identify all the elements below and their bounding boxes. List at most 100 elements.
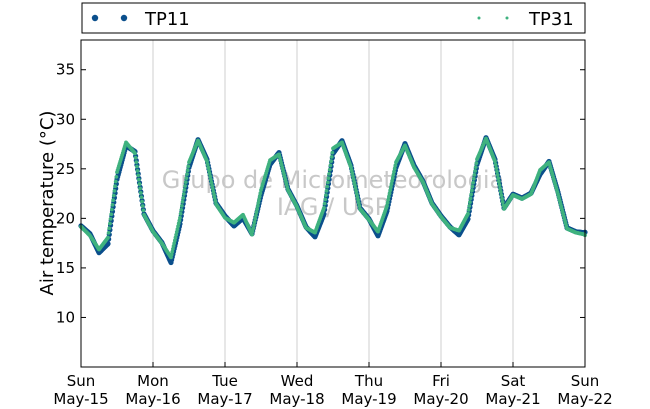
data-point [253,216,258,221]
data-point [495,172,500,177]
data-point [329,159,333,164]
series-tp31 [79,136,587,260]
data-point [173,235,178,240]
x-tick-label-day: Sat [501,372,526,390]
data-point [389,182,394,186]
data-point [474,161,479,166]
data-point [469,188,474,193]
y-tick-label: 30 [56,110,75,128]
data-point [493,159,497,164]
data-point [258,191,263,196]
data-point [175,227,180,231]
y-axis-label: Air temperature (°C) [37,111,58,296]
y-tick-label: 10 [56,308,75,326]
x-tick-label-date: May-15 [53,390,108,408]
x-tick-label-day: Sun [571,372,600,390]
data-point [134,160,139,165]
data-point [171,247,175,251]
data-point [250,229,255,234]
data-point [255,204,260,208]
data-point [107,226,112,231]
data-point [111,193,116,198]
data-point [390,175,395,180]
data-point [385,203,389,208]
data-point [140,199,144,204]
data-point [112,188,117,193]
data-point [391,172,396,177]
data-point [388,188,393,193]
legend-box [81,2,586,34]
data-point [183,180,188,184]
data-point [354,192,359,196]
data-point [466,211,470,216]
data-point [185,172,189,177]
data-point [352,180,357,184]
data-point [387,194,391,199]
data-point [472,172,477,177]
x-tick-label-day: Mon [137,372,169,390]
data-point [138,190,143,195]
data-point [322,205,326,210]
data-point [500,196,504,201]
data-point [135,169,140,173]
legend-marker-tp31 [505,16,509,20]
data-point [207,171,212,176]
data-point [473,165,478,169]
data-point [205,159,209,164]
data-point [387,191,392,196]
y-tick-label: 20 [56,209,75,227]
data-point [139,195,144,200]
data-point [177,218,182,223]
data-point [172,238,177,243]
data-point [133,155,138,160]
data-point [356,198,360,202]
y-axis: 10 15 20 25 30 35 [56,61,585,326]
x-tick-label-day: Thu [354,372,383,390]
data-point [256,200,261,205]
data-point [392,169,396,174]
data-point [212,192,216,197]
data-point [469,192,474,197]
plot-frame [80,39,586,368]
data-point [174,232,179,237]
data-point [186,164,191,169]
data-point [208,174,213,179]
data-point [325,180,330,185]
data-point [213,198,218,203]
data-point [212,195,217,200]
data-point [136,177,141,182]
data-point [498,189,503,194]
data-point [500,200,505,204]
y-tick-label: 25 [56,160,75,178]
data-point [349,168,354,173]
data-point [329,154,334,159]
data-point [181,196,186,200]
x-tick-label-date: May-21 [485,390,540,408]
data-point [328,163,333,168]
plot-area [81,40,585,367]
data-point [108,217,113,221]
data-point [323,197,328,202]
data-point [351,174,355,179]
data-point [252,219,257,224]
data-point [351,177,356,182]
y-tick-label: 35 [56,61,75,79]
data-point [178,211,183,216]
data-point [357,203,362,208]
data-point [138,186,143,191]
data-point [467,204,472,208]
data-point [324,188,329,193]
data-point [325,184,330,189]
data-point [253,213,258,218]
data-point [176,224,180,229]
x-tick-label-day: Tue [211,372,238,390]
data-point [473,169,477,173]
data-point [210,186,215,191]
data-point [169,252,174,257]
data-point [209,180,214,185]
data-point [255,207,260,212]
series-layer [78,135,588,266]
data-point [133,151,137,156]
data-point [257,197,261,202]
